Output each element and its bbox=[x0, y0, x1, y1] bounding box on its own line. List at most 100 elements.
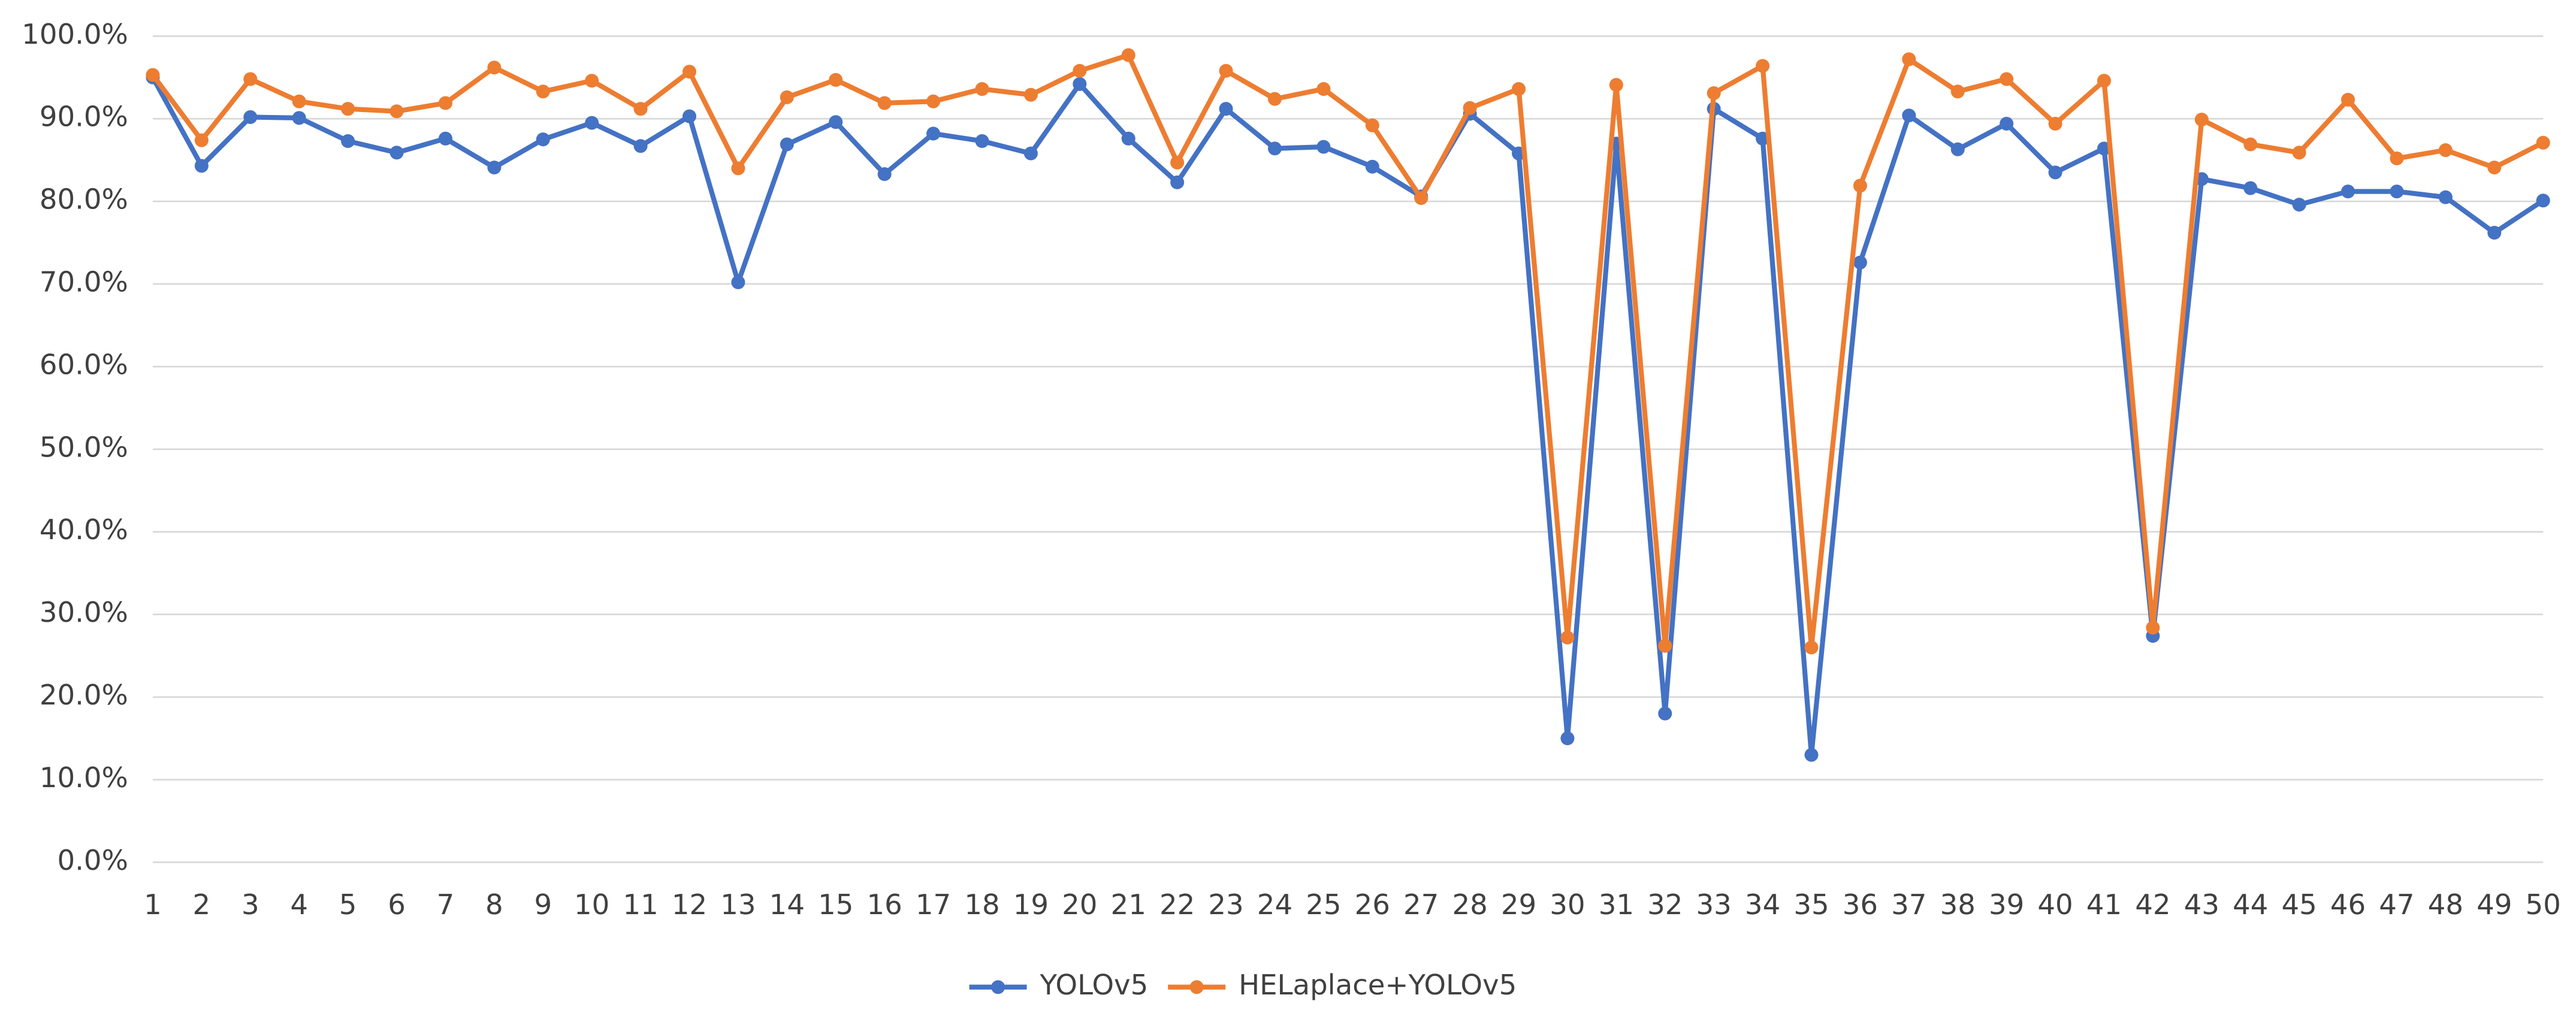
point bbox=[146, 68, 160, 82]
x-tick-label: 42 bbox=[2135, 888, 2170, 921]
legend-label: HELaplace+YOLOv5 bbox=[1239, 969, 1517, 1001]
point bbox=[731, 275, 745, 289]
point bbox=[1267, 141, 1282, 156]
x-tick-label: 33 bbox=[1696, 888, 1732, 921]
series-line bbox=[150, 76, 2545, 758]
x-tick-label: 45 bbox=[2281, 888, 2317, 921]
point bbox=[1853, 255, 1867, 270]
x-tick-label: 39 bbox=[1989, 888, 2024, 921]
x-tick-label: 35 bbox=[1793, 888, 1829, 921]
point bbox=[877, 96, 892, 110]
point bbox=[1365, 159, 1379, 174]
point bbox=[2097, 74, 2111, 88]
point bbox=[2341, 185, 2355, 199]
x-tick-label: 17 bbox=[916, 888, 951, 921]
x-tick-label: 5 bbox=[339, 888, 357, 921]
x-tick-label: 2 bbox=[193, 888, 211, 921]
x-tick-label: 10 bbox=[574, 888, 609, 921]
point bbox=[1463, 101, 1477, 115]
x-tick-label: 32 bbox=[1647, 888, 1683, 921]
x-tick-label: 24 bbox=[1257, 888, 1292, 921]
x-tick-label: 47 bbox=[2379, 888, 2414, 921]
x-tick-label: 13 bbox=[720, 888, 756, 921]
point bbox=[1023, 146, 1038, 161]
x-tick-label: 29 bbox=[1501, 888, 1536, 921]
point bbox=[2390, 151, 2404, 165]
point bbox=[1707, 86, 1721, 100]
point bbox=[292, 94, 306, 108]
x-tick-label: 8 bbox=[485, 888, 503, 921]
point bbox=[1267, 92, 1282, 106]
point bbox=[1121, 131, 1136, 146]
point bbox=[341, 102, 355, 116]
y-tick-label: 90.0% bbox=[40, 101, 128, 133]
y-tick-label: 80.0% bbox=[40, 183, 128, 216]
point bbox=[487, 61, 502, 75]
point bbox=[1073, 64, 1087, 78]
x-tick-label: 38 bbox=[1940, 888, 1976, 921]
point bbox=[1950, 84, 1965, 99]
point bbox=[389, 146, 404, 160]
point bbox=[1121, 48, 1136, 62]
point bbox=[585, 74, 599, 88]
point bbox=[780, 137, 794, 152]
y-tick-label: 30.0% bbox=[40, 596, 128, 628]
point bbox=[194, 159, 209, 173]
point bbox=[682, 109, 697, 123]
point bbox=[1316, 140, 1331, 154]
point bbox=[585, 116, 599, 130]
point bbox=[2292, 198, 2306, 212]
point bbox=[1804, 640, 1819, 655]
legend-marker bbox=[991, 980, 1005, 994]
y-tick-label: 50.0% bbox=[40, 431, 128, 463]
point bbox=[1902, 52, 1916, 66]
x-tick-label: 16 bbox=[867, 888, 902, 921]
point bbox=[243, 110, 258, 124]
x-tick-label: 27 bbox=[1403, 888, 1439, 921]
point bbox=[829, 115, 843, 129]
point bbox=[633, 102, 648, 116]
point bbox=[682, 65, 697, 79]
y-tick-label: 20.0% bbox=[40, 679, 128, 711]
point bbox=[633, 139, 648, 153]
point bbox=[487, 161, 502, 175]
point bbox=[2243, 137, 2258, 152]
point bbox=[731, 161, 745, 176]
legend-marker bbox=[1189, 980, 1204, 994]
x-tick-label: 22 bbox=[1159, 888, 1195, 921]
x-tick-label: 3 bbox=[241, 888, 259, 921]
x-tick-label: 31 bbox=[1599, 888, 1634, 921]
point bbox=[1219, 102, 1233, 116]
point bbox=[341, 134, 355, 148]
x-tick-label: 46 bbox=[2330, 888, 2366, 921]
point bbox=[1658, 706, 1672, 721]
legend-label: YOLOv5 bbox=[1040, 969, 1149, 1001]
x-tick-label: 9 bbox=[534, 888, 552, 921]
y-tick-label: 100.0% bbox=[22, 18, 128, 50]
x-tick-label: 50 bbox=[2526, 888, 2561, 921]
x-tick-label: 43 bbox=[2184, 888, 2219, 921]
point bbox=[2048, 165, 2062, 180]
x-tick-label: 19 bbox=[1013, 888, 1049, 921]
x-tick-label: 25 bbox=[1306, 888, 1341, 921]
point bbox=[1560, 731, 1575, 746]
x-tick-label: 21 bbox=[1111, 888, 1146, 921]
x-tick-label: 40 bbox=[2037, 888, 2073, 921]
y-tick-label: 40.0% bbox=[40, 513, 128, 546]
point bbox=[536, 132, 550, 147]
point bbox=[2341, 92, 2355, 107]
point bbox=[2146, 621, 2160, 635]
point bbox=[2536, 135, 2550, 150]
point bbox=[1609, 78, 1623, 92]
x-tick-label: 11 bbox=[623, 888, 658, 921]
point bbox=[438, 131, 452, 146]
point bbox=[389, 104, 404, 119]
x-tick-label: 37 bbox=[1891, 888, 1926, 921]
x-tick-label: 49 bbox=[2477, 888, 2512, 921]
x-tick-label: 1 bbox=[144, 888, 162, 921]
point bbox=[975, 134, 989, 148]
x-tick-label: 36 bbox=[1843, 888, 1878, 921]
y-tick-label: 10.0% bbox=[40, 761, 128, 794]
